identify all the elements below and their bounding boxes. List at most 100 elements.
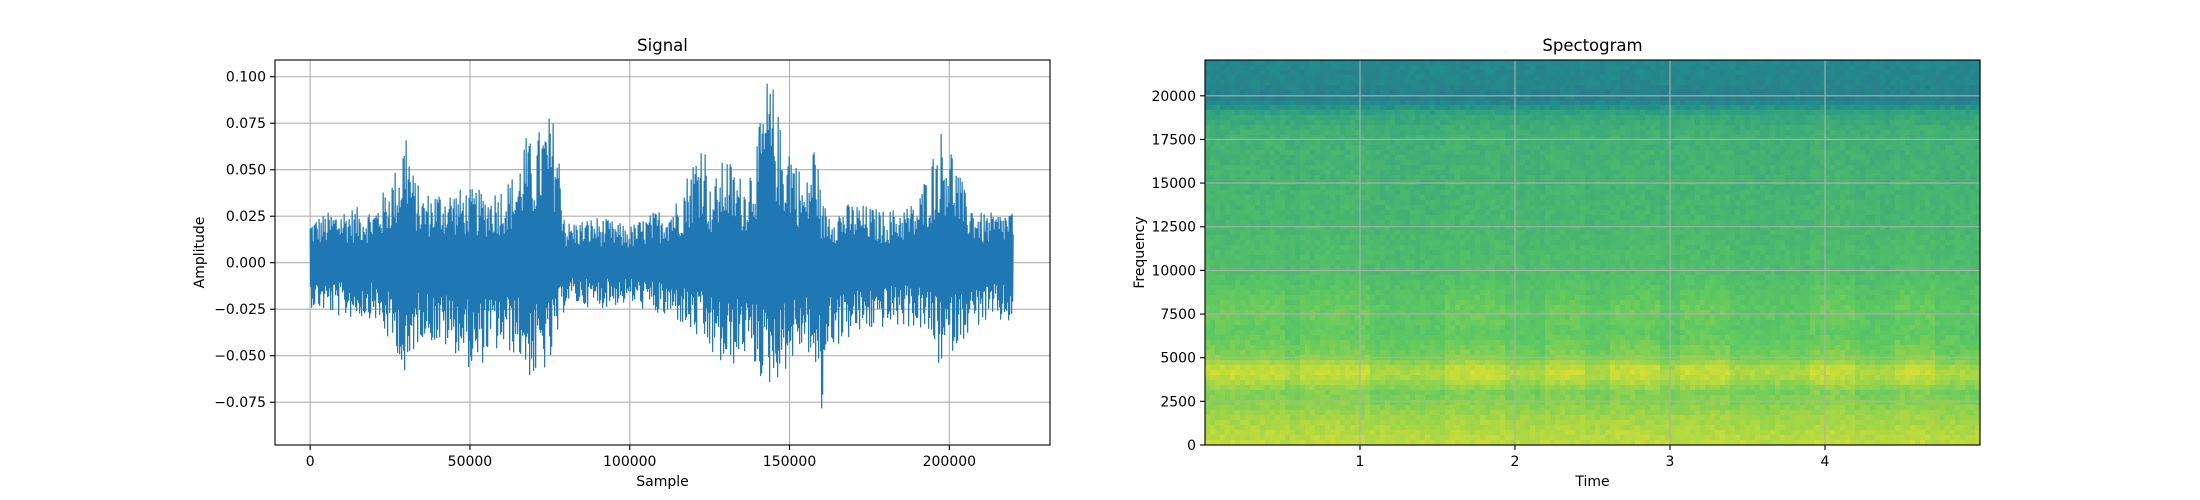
spectrogram-cell <box>1485 240 1491 246</box>
spectrogram-cell <box>1360 245 1366 251</box>
spectrogram-cell <box>1450 430 1456 436</box>
spectrogram-cell <box>1515 320 1521 326</box>
spectrogram-cell <box>1280 350 1286 356</box>
spectrogram-cell <box>1230 305 1236 311</box>
spectrogram-cell <box>1370 225 1376 231</box>
signal-ticks: 0 50000 100000 150000 200000−0.075−0.050−0.0… <box>214 70 976 470</box>
spectrogram-cell <box>1265 380 1271 386</box>
spectrogram-cell <box>1465 145 1471 151</box>
spectrogram-cell <box>1495 120 1501 126</box>
spectrogram-cell <box>1430 270 1436 276</box>
spectrogram-cell <box>1305 380 1311 386</box>
spectrogram-cell <box>1335 95 1341 101</box>
spectrogram-cell <box>1265 290 1271 296</box>
spectrogram-cell <box>1520 70 1526 76</box>
spectrogram-cell <box>1375 65 1381 71</box>
spectrogram-cell <box>1465 340 1471 346</box>
spectrogram-cell <box>1415 265 1421 271</box>
spectrogram-cell <box>1390 125 1396 131</box>
spectrogram-cell <box>1305 360 1311 366</box>
spectrogram-cell <box>1350 265 1356 271</box>
spectrogram-cell <box>1415 425 1421 431</box>
spectrogram-cell <box>1340 70 1346 76</box>
spectrogram-cell <box>1520 295 1526 301</box>
spectrogram-cell <box>1385 215 1391 221</box>
spectrogram-cell <box>1230 365 1236 371</box>
spectrogram-cell <box>1305 415 1311 421</box>
spectrogram-cell <box>1360 140 1366 146</box>
spectrogram-cell <box>1460 90 1466 96</box>
spectrogram-cell <box>1290 300 1296 306</box>
spectrogram-cell <box>1305 295 1311 301</box>
spectrogram-cell <box>1515 395 1521 401</box>
spectrogram-cell <box>1260 410 1266 416</box>
spectrogram-cell <box>1435 135 1441 141</box>
spectrogram-cell <box>1215 365 1221 371</box>
spectrogram-cell <box>1415 170 1421 176</box>
spectrogram-cell <box>1465 70 1471 76</box>
spectrogram-cell <box>1485 260 1491 266</box>
spectrogram-cell <box>1240 350 1246 356</box>
spectrogram-cell <box>1275 240 1281 246</box>
spectrogram-cell <box>1445 420 1451 426</box>
spectrogram-cell <box>1495 305 1501 311</box>
spectrogram-cell <box>1290 385 1296 391</box>
spectrogram-cell <box>1270 410 1276 416</box>
spectrogram-cell <box>1500 145 1506 151</box>
spectrogram-cell <box>1350 425 1356 431</box>
spectrogram-cell <box>1245 295 1251 301</box>
spectrogram-cell <box>1350 340 1356 346</box>
spectrogram-cell <box>1445 105 1451 111</box>
spectrogram-cell <box>1375 205 1381 211</box>
spectrogram-cell <box>1275 405 1281 411</box>
spectrogram-cell <box>1320 135 1326 141</box>
spectrogram-cell <box>1470 80 1476 86</box>
spectrogram-cell <box>1460 100 1466 106</box>
spectrogram-cell <box>1305 430 1311 436</box>
spectrogram-cell <box>1370 110 1376 116</box>
spectrogram-cell <box>1360 70 1366 76</box>
spectrogram-cell <box>1425 220 1431 226</box>
spectrogram-cell <box>1280 195 1286 201</box>
spectrogram-cell <box>1485 75 1491 81</box>
spectrogram-cell <box>1335 100 1341 106</box>
spectrogram-cell <box>1370 315 1376 321</box>
spectrogram-cell <box>1395 350 1401 356</box>
spectrogram-cell <box>1425 130 1431 136</box>
spectrogram-cell <box>1275 420 1281 426</box>
spectrogram-cell <box>1490 140 1496 146</box>
spectrogram-cell <box>1385 315 1391 321</box>
spectrogram-cell <box>1425 325 1431 331</box>
spectrogram-cell <box>1465 120 1471 126</box>
spectrogram-cell <box>1230 85 1236 91</box>
spectrogram-cell <box>1275 350 1281 356</box>
spectrogram-cell <box>1270 370 1276 376</box>
spectrogram-cell <box>1380 335 1386 341</box>
spectrogram-cell <box>1235 310 1241 316</box>
spectrogram-cell <box>1345 395 1351 401</box>
spectrogram-cell <box>1275 175 1281 181</box>
spectrogram-cell <box>1455 110 1461 116</box>
spectrogram-cell <box>1290 235 1296 241</box>
spectrogram-cell <box>1235 275 1241 281</box>
spectrogram-cell <box>1475 325 1481 331</box>
spectrogram-cell <box>1410 130 1416 136</box>
spectrogram-cell <box>1385 440 1391 446</box>
spectrogram-cell <box>1470 365 1476 371</box>
spectrogram-cell <box>1400 430 1406 436</box>
spectrogram-cell <box>1360 85 1366 91</box>
spectrogram-cell <box>1255 65 1261 71</box>
spectrogram-cell <box>1515 240 1521 246</box>
spectrogram-cell <box>1490 370 1496 376</box>
spectrogram-cell <box>1335 290 1341 296</box>
spectrogram-cell <box>1285 75 1291 81</box>
spectrogram-cell <box>1350 440 1356 446</box>
spectrogram-cell <box>1220 300 1226 306</box>
spectrogram-cell <box>1320 60 1326 66</box>
spectrogram-cell <box>1290 350 1296 356</box>
spectrogram-cell <box>1310 160 1316 166</box>
spectrogram-cell <box>1235 145 1241 151</box>
spectrogram-cell <box>1355 215 1361 221</box>
spectrogram-cell <box>1420 195 1426 201</box>
spectrogram-cell <box>1445 380 1451 386</box>
